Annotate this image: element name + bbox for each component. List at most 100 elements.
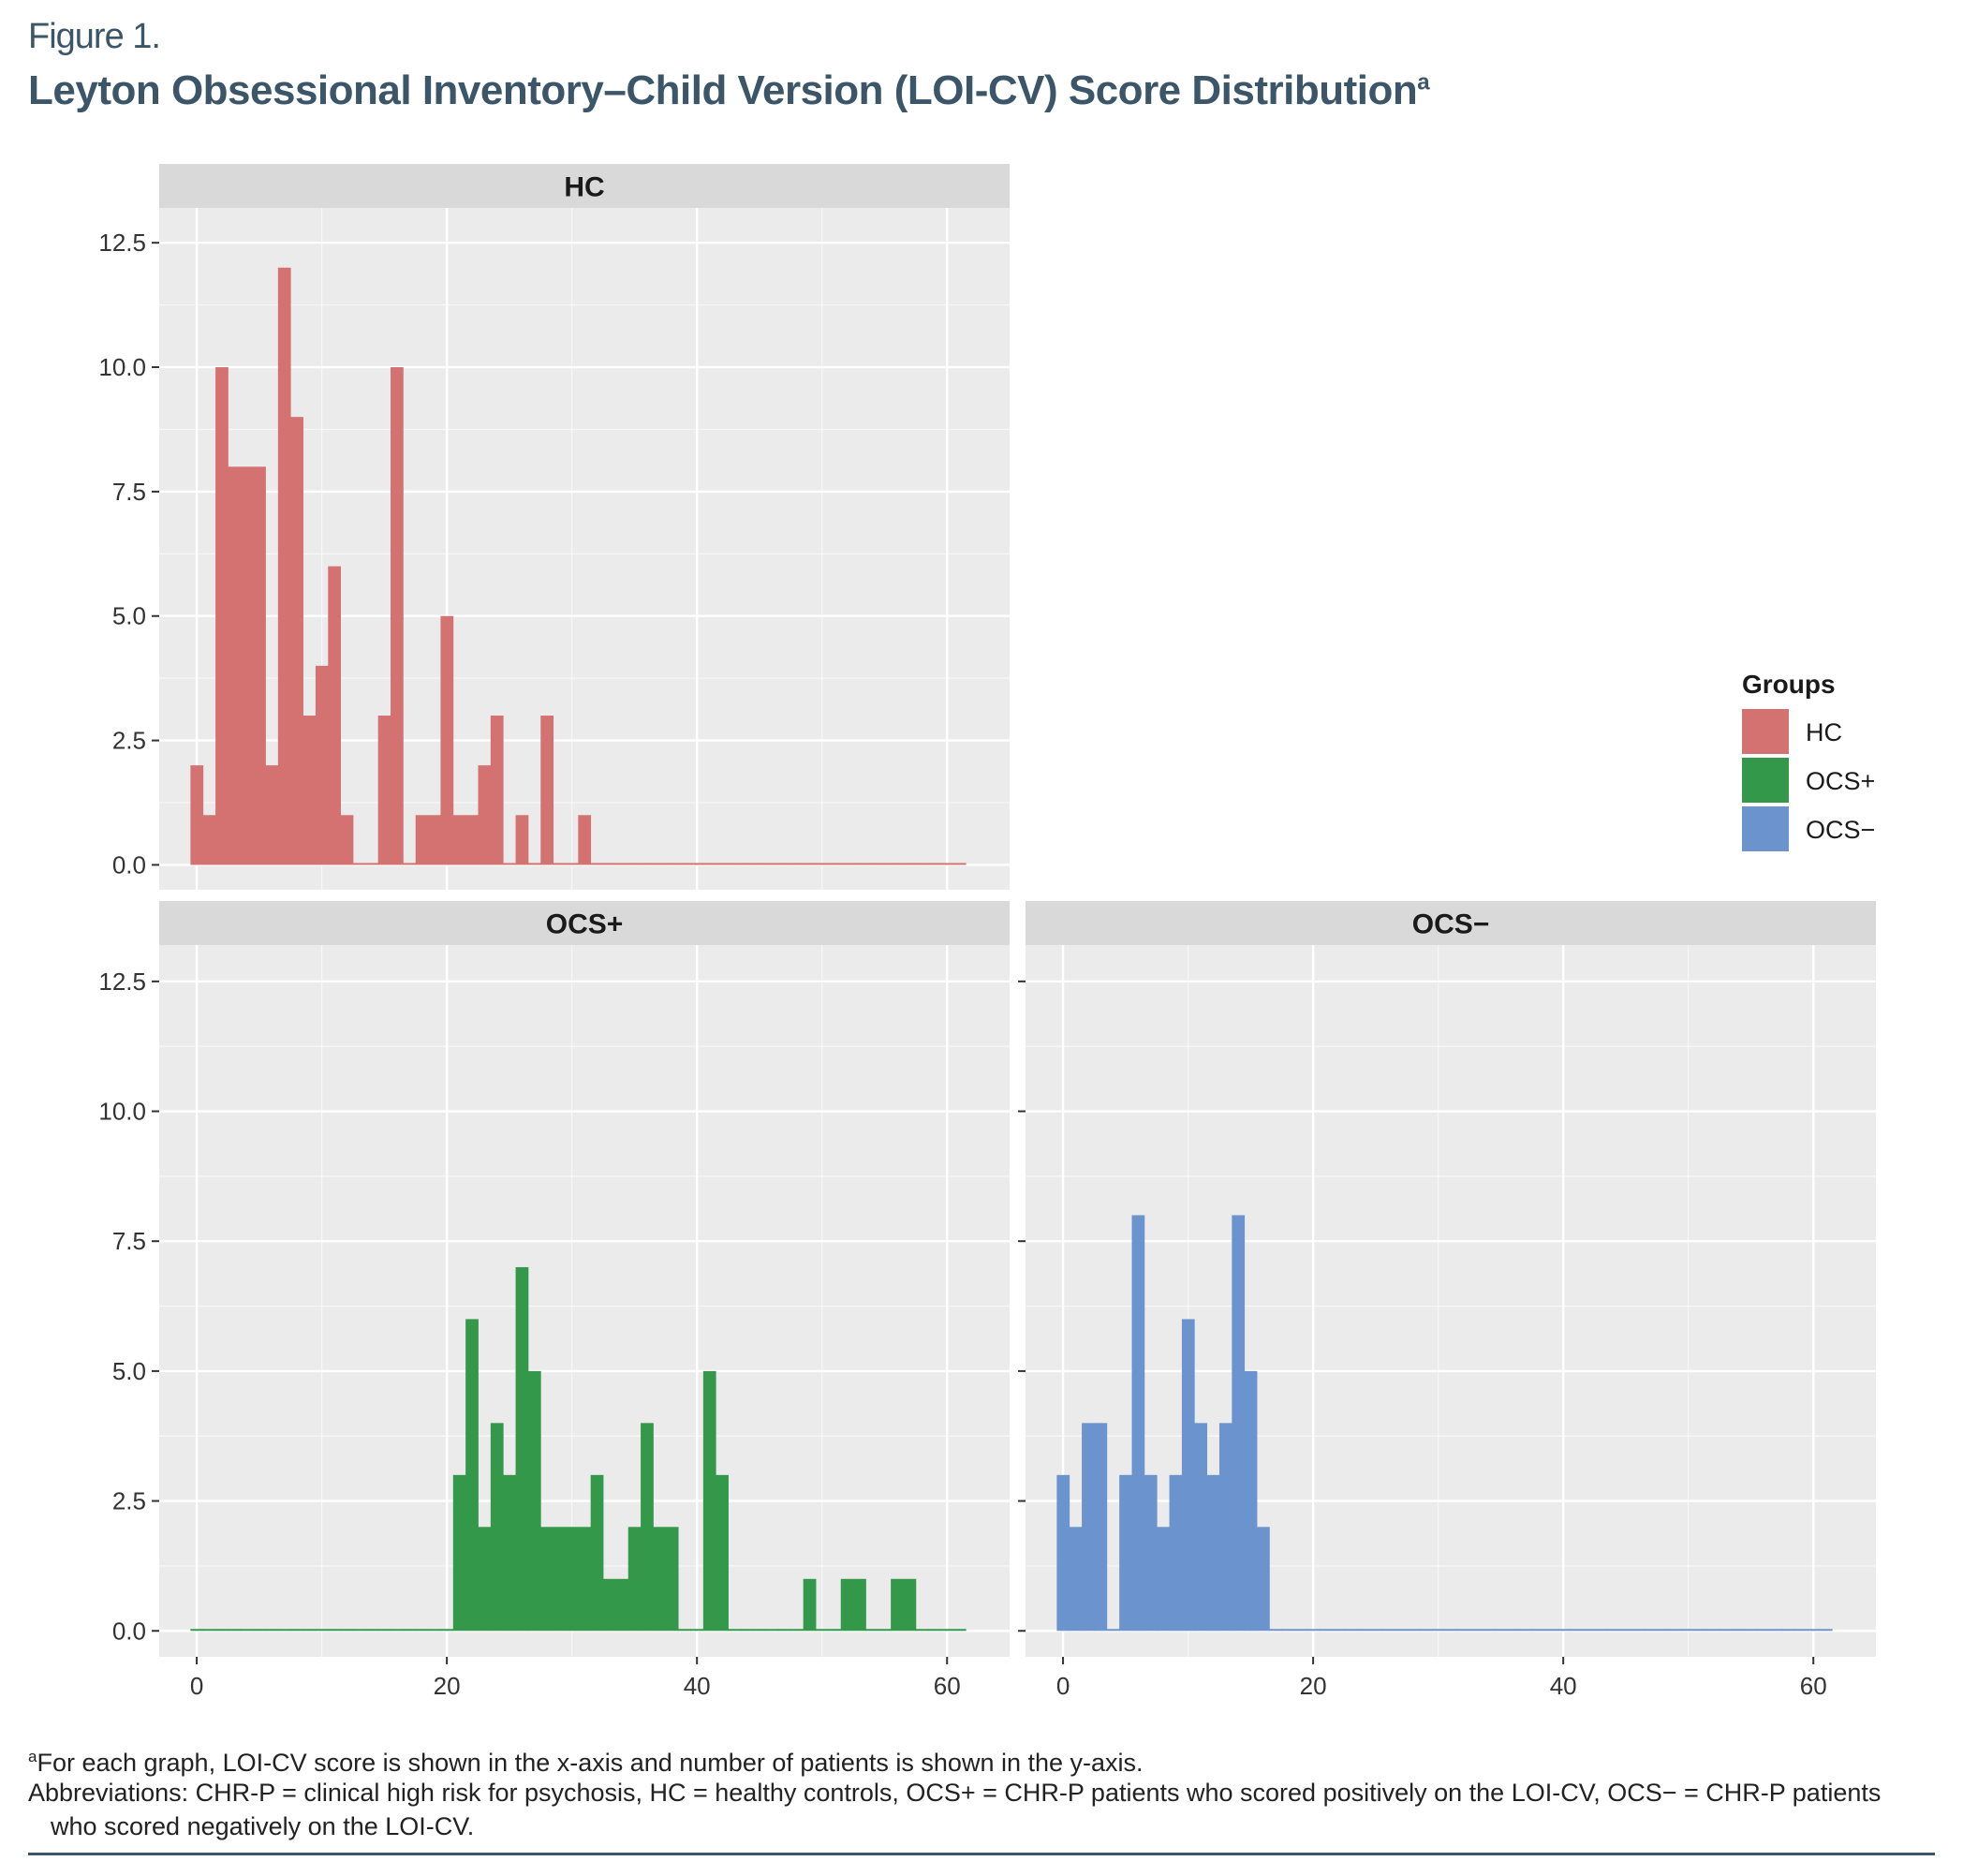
histogram-bar — [1594, 1629, 1608, 1632]
footnote-note-text: For each graph, LOI-CV score is shown in… — [37, 1749, 1144, 1777]
histogram-bar — [1631, 1629, 1646, 1632]
histogram-bar — [1056, 1474, 1070, 1632]
facet-strip-label-ocs-plus: OCS+ — [546, 909, 624, 940]
histogram-bar — [678, 863, 691, 865]
histogram-bar — [265, 765, 279, 865]
histogram-bar — [740, 1629, 754, 1632]
histogram-bar — [928, 1629, 941, 1632]
histogram-bar — [828, 863, 842, 865]
histogram-bar — [1719, 1629, 1733, 1632]
histogram-bar — [615, 1578, 629, 1632]
histogram-bar — [1218, 1423, 1232, 1632]
histogram-bar — [1819, 1629, 1833, 1632]
y-tick-label: 5.0 — [112, 602, 146, 630]
histogram-bar — [578, 815, 592, 865]
histogram-bar — [428, 1629, 441, 1632]
histogram-bar — [891, 863, 904, 865]
histogram-bar — [365, 863, 379, 865]
facet-strip-label-ocs-minus: OCS− — [1412, 909, 1490, 940]
histogram-bar — [865, 1629, 879, 1632]
histogram-bar — [1181, 1319, 1195, 1632]
y-tick-label: 10.0 — [98, 353, 146, 381]
histogram-bar — [753, 1629, 767, 1632]
x-tick-label: 40 — [1550, 1672, 1577, 1700]
legend-label: HC — [1806, 718, 1842, 746]
histogram-bar — [352, 1629, 366, 1632]
histogram-bar — [315, 665, 329, 865]
histogram-bar — [627, 863, 642, 865]
histogram-bar — [503, 863, 516, 865]
x-tick-label: 20 — [1300, 1672, 1327, 1700]
histogram-bar — [290, 417, 303, 865]
histogram-bar — [490, 716, 504, 865]
histogram-bar — [1544, 1629, 1557, 1632]
histogram-bar — [716, 863, 729, 865]
histogram-bar — [228, 1629, 242, 1632]
histogram-bar — [1531, 1629, 1545, 1632]
histogram-bar — [840, 863, 854, 865]
histogram-bar — [1644, 1629, 1658, 1632]
histogram-bar — [1369, 1629, 1382, 1632]
histogram-bar — [228, 466, 242, 865]
histogram-bar — [1206, 1474, 1220, 1632]
histogram-bar — [915, 863, 929, 865]
histogram-bar — [202, 815, 216, 865]
histogram-bar — [465, 815, 479, 865]
histogram-bar — [1694, 1629, 1708, 1632]
histogram-bar — [878, 863, 892, 865]
histogram-bar — [478, 1527, 492, 1632]
histogram-bar — [627, 1527, 642, 1632]
histogram-bar — [1706, 1629, 1720, 1632]
histogram-bar — [777, 1629, 791, 1632]
histogram-bar — [303, 1629, 317, 1632]
histogram-bar — [728, 1629, 742, 1632]
x-tick-label: 0 — [190, 1672, 203, 1700]
histogram-bar — [590, 863, 604, 865]
legend-swatch — [1742, 758, 1789, 803]
histogram-bar — [690, 1629, 704, 1632]
histogram-bar — [328, 1629, 342, 1632]
histogram-bar — [265, 1629, 279, 1632]
faceted-histogram-chart: HC 0.0 2.5 5.0 7.5 10.0 12.5 OCS+ 0.0 2.5 5.0 7.5 10… — [98, 164, 1876, 1700]
histogram-bar — [1394, 1629, 1408, 1632]
histogram-bar — [391, 1629, 404, 1632]
histogram-bar — [1582, 1629, 1595, 1632]
histogram-bar — [1281, 1629, 1295, 1632]
histogram-bar — [777, 863, 791, 865]
histogram-bar — [678, 1629, 691, 1632]
footnote-abbreviations: Abbreviations: CHR-P = clinical high ris… — [28, 1776, 1881, 1843]
histogram-bar — [515, 815, 529, 865]
histogram-bar — [478, 765, 492, 865]
histogram-bar — [240, 466, 254, 865]
histogram-bar — [403, 863, 417, 865]
histogram-bar — [578, 1527, 592, 1632]
histogram-bar — [1419, 1629, 1433, 1632]
histogram-bar — [340, 815, 354, 865]
histogram-bar — [1619, 1629, 1633, 1632]
histogram-bar — [1106, 1629, 1120, 1632]
histogram-bar — [915, 1629, 929, 1632]
histogram-bar — [565, 863, 579, 865]
histogram-bar — [1557, 1629, 1571, 1632]
histogram-bar — [190, 765, 204, 865]
histogram-bar — [1794, 1629, 1808, 1632]
histogram-bar — [928, 863, 941, 865]
histogram-bar — [452, 815, 466, 865]
x-tick-label: 20 — [434, 1672, 461, 1700]
histogram-bar — [1269, 1629, 1283, 1632]
histogram-bar — [641, 1423, 654, 1632]
bottom-rule — [28, 1853, 1935, 1855]
histogram-bar — [1332, 1629, 1345, 1632]
abbreviations-line-1: Abbreviations: CHR-P = clinical high ris… — [28, 1779, 1882, 1807]
histogram-bar — [1131, 1215, 1145, 1632]
histogram-bar — [740, 863, 754, 865]
histogram-bar — [1744, 1629, 1758, 1632]
histogram-bar — [440, 615, 454, 865]
legend-swatch — [1742, 709, 1789, 754]
histogram-bar — [716, 1474, 729, 1632]
histogram-bar — [653, 863, 667, 865]
histogram-bar — [590, 1474, 604, 1632]
histogram-bar — [377, 1629, 391, 1632]
figure-label: Figure 1. — [28, 17, 161, 56]
histogram-bar — [403, 1629, 417, 1632]
